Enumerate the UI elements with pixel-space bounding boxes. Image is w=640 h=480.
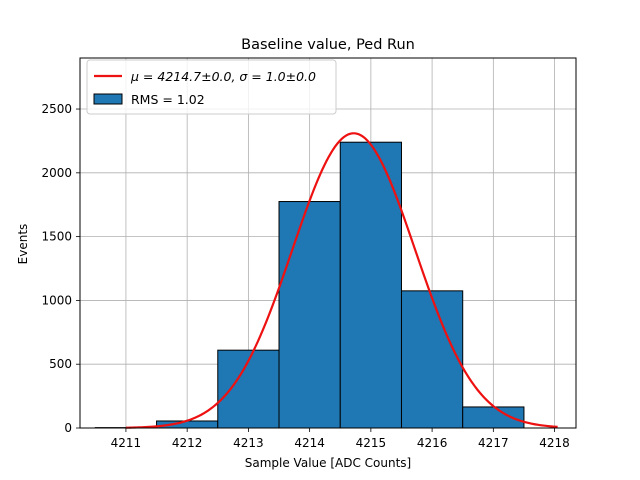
gaussian-fit-curve — [125, 132, 558, 429]
y-tick-label: 2000 — [41, 166, 72, 180]
x-tick-label: 4218 — [539, 436, 570, 450]
x-tick-label: 4214 — [294, 436, 325, 450]
y-tick-label: 500 — [49, 357, 72, 371]
histogram-bars — [94, 141, 525, 429]
y-tick-label: 1000 — [41, 293, 72, 307]
legend-histogram-swatch — [93, 93, 123, 105]
legend-fit-label: μ = 4214.7±0.0, σ = 1.0±0.0 — [130, 69, 316, 84]
histogram-bar — [339, 141, 402, 429]
x-tick-label: 4211 — [111, 436, 142, 450]
axis-ticks: 4211 4212 4213 4214 4215 4216 4217 4218 0 500 1000… — [41, 102, 569, 450]
histogram-bar — [400, 290, 464, 429]
chart-title: Baseline value, Ped Run — [241, 37, 415, 53]
y-axis-label: Events — [16, 224, 30, 265]
x-tick-label: 4217 — [478, 436, 509, 450]
x-tick-label: 4216 — [417, 436, 448, 450]
plot-frame — [79, 57, 577, 429]
x-tick-label: 4215 — [356, 436, 387, 450]
x-tick-label: 4213 — [233, 436, 264, 450]
histogram-bar — [278, 201, 341, 429]
y-tick-label: 1500 — [41, 230, 72, 244]
legend-box — [86, 59, 337, 115]
x-axis-label: Sample Value [ADC Counts] — [245, 456, 411, 470]
legend-histogram-label: RMS = 1.02 — [131, 92, 205, 107]
legend: μ = 4214.7±0.0, σ = 1.0±0.0 RMS = 1.02 — [86, 59, 337, 115]
x-tick-label: 4212 — [172, 436, 203, 450]
y-tick-label: 2500 — [41, 102, 72, 116]
y-tick-label: 0 — [64, 421, 72, 435]
histogram-bar — [462, 406, 525, 429]
